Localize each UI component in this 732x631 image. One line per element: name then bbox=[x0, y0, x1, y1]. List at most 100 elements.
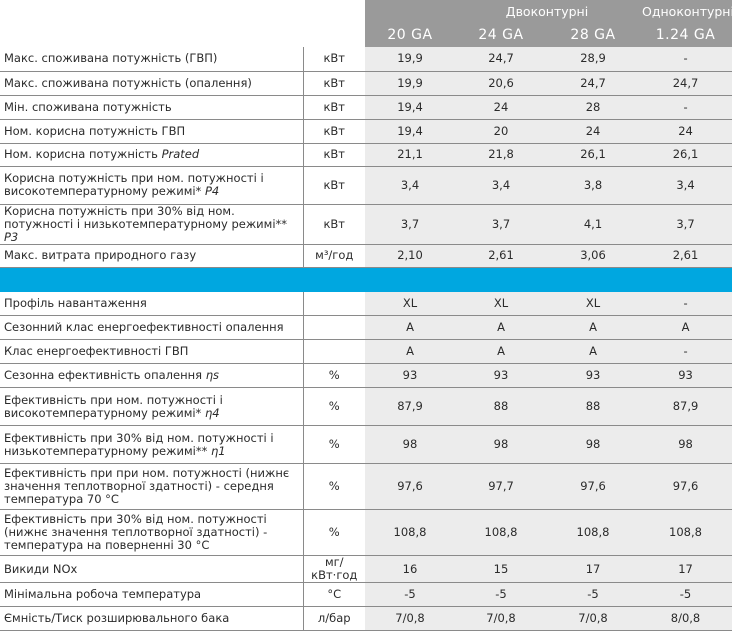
row-value: 26,1 bbox=[547, 143, 640, 167]
table-row: Макс. витрата природного газу м³/год 2,10 2… bbox=[0, 244, 732, 268]
table-row: Корисна потужність при ном. потужності і… bbox=[0, 166, 732, 205]
row-label: Ефективність при при ном. потужності (ни… bbox=[0, 463, 304, 510]
row-label-text: Ефективність при 30% від ном. потужності… bbox=[4, 512, 268, 552]
row-value: 3,8 bbox=[547, 166, 640, 205]
table-row: Ефективність при 30% від ном. потужності… bbox=[0, 425, 732, 464]
row-value: 93 bbox=[547, 363, 640, 388]
row-value: XL bbox=[547, 291, 640, 316]
row-label-symbol: Prated bbox=[161, 147, 200, 161]
row-value: 88 bbox=[547, 387, 640, 426]
row-label-symbol: P3 bbox=[4, 229, 19, 244]
row-value: 28,9 bbox=[547, 47, 640, 72]
row-unit: мг/кВт·год bbox=[303, 555, 365, 583]
row-value: A bbox=[365, 315, 455, 340]
row-label: Викиди NOx bbox=[0, 555, 304, 583]
row-value: 21,8 bbox=[455, 143, 547, 167]
row-label-text: Макс. витрата природного газу bbox=[4, 248, 197, 262]
row-unit: кВт bbox=[303, 95, 365, 120]
row-label-symbol: η1 bbox=[211, 443, 226, 458]
table-row: Ном. корисна потужність Prated кВт 21,1 21,… bbox=[0, 143, 732, 167]
row-value: 7/0,8 bbox=[365, 606, 455, 631]
row-label: Мін. споживана потужність bbox=[0, 95, 304, 120]
row-value: -5 bbox=[639, 582, 732, 607]
table-row: Ефективність при ном. потужності і висок… bbox=[0, 387, 732, 426]
row-value: 24 bbox=[455, 95, 547, 120]
row-value: 19,4 bbox=[365, 119, 455, 144]
row-label-text: Ємність/Тиск розширювального бака bbox=[4, 611, 230, 625]
row-value: - bbox=[639, 47, 732, 72]
row-label: Макс. споживана потужність (опалення) bbox=[0, 71, 304, 96]
model-header: 1.24 GA bbox=[639, 23, 732, 47]
row-value: 97,6 bbox=[639, 463, 732, 510]
row-label-text: Ефективність при при ном. потужності (ни… bbox=[4, 466, 290, 506]
row-value: - bbox=[639, 95, 732, 120]
row-value: 93 bbox=[455, 363, 547, 388]
table-row: Викиди NOx мг/кВт·год 16 15 17 17 bbox=[0, 555, 732, 583]
row-label-text: Ефективність при ном. потужності і висок… bbox=[4, 392, 223, 420]
header-group-row: Двоконтурні Одноконтурні bbox=[0, 0, 732, 23]
row-label: Ном. корисна потужність ГВП bbox=[0, 119, 304, 144]
row-value: 87,9 bbox=[639, 387, 732, 426]
row-value: 24 bbox=[547, 119, 640, 144]
header-group-single: Одноконтурні bbox=[639, 0, 732, 23]
row-label-text: Викиди NOx bbox=[4, 561, 78, 576]
table-row: Мінімальна робоча температура °С -5 -5 -5 -5 bbox=[0, 582, 732, 607]
row-value: 8/0,8 bbox=[639, 606, 732, 631]
row-label-text: Сезонна ефективність опалення bbox=[4, 368, 206, 382]
table-row: Клас енергоефективності ГВП A A A - bbox=[0, 339, 732, 364]
row-unit bbox=[303, 291, 365, 316]
model-header: 28 GA bbox=[547, 23, 640, 47]
row-unit: °С bbox=[303, 582, 365, 607]
table-row: Сезонна ефективність опалення ηs% 93 93 93 9… bbox=[0, 363, 732, 388]
row-label: Макс. витрата природного газу bbox=[0, 244, 304, 268]
row-value: -5 bbox=[455, 582, 547, 607]
row-label: Ефективність при 30% від ном. потужності… bbox=[0, 425, 304, 464]
row-value: 19,9 bbox=[365, 71, 455, 96]
row-value: -5 bbox=[365, 582, 455, 607]
separator-bar bbox=[0, 267, 732, 292]
row-value: 97,6 bbox=[547, 463, 640, 510]
row-unit: м³/год bbox=[303, 244, 365, 268]
row-value: 15 bbox=[455, 555, 547, 583]
row-label-text: Профіль навантаження bbox=[4, 295, 147, 310]
model-header: 20 GA bbox=[365, 23, 455, 47]
row-value: 3,4 bbox=[455, 166, 547, 205]
row-value: 2,61 bbox=[455, 244, 547, 268]
row-value: 98 bbox=[365, 425, 455, 464]
row-label: Корисна потужність при ном. потужності і… bbox=[0, 166, 304, 205]
header-model-row: 20 GA 24 GA 28 GA 1.24 GA bbox=[0, 23, 732, 47]
row-label: Ном. корисна потужність Prated bbox=[0, 143, 304, 167]
row-value: A bbox=[639, 315, 732, 340]
row-value: XL bbox=[365, 291, 455, 316]
table-row: Макс. споживана потужність (ГВП) кВт 19,9 2… bbox=[0, 47, 732, 72]
row-value: - bbox=[639, 339, 732, 364]
row-value: 97,6 bbox=[365, 463, 455, 510]
row-label: Клас енергоефективності ГВП bbox=[0, 339, 304, 364]
row-unit: % bbox=[303, 463, 365, 510]
table-row: Корисна потужність при 30% від ном. поту… bbox=[0, 204, 732, 245]
row-value: 2,10 bbox=[365, 244, 455, 268]
row-unit: % bbox=[303, 509, 365, 556]
row-unit: % bbox=[303, 425, 365, 464]
row-value: 20 bbox=[455, 119, 547, 144]
row-label-symbol: η4 bbox=[204, 405, 220, 420]
row-value: 93 bbox=[365, 363, 455, 388]
row-value: 7/0,8 bbox=[455, 606, 547, 631]
row-value: 26,1 bbox=[639, 143, 732, 167]
row-label-text: Макс. споживана потужність (опалення) bbox=[4, 75, 252, 90]
row-value: - bbox=[639, 291, 732, 316]
row-label-text: Мінімальна робоча температура bbox=[4, 587, 202, 601]
row-unit: кВт bbox=[303, 71, 365, 96]
header-group-spacer bbox=[365, 0, 455, 23]
row-unit: % bbox=[303, 363, 365, 388]
row-label: Профіль навантаження bbox=[0, 291, 304, 316]
row-label-text: Ефективність при 30% від ном. потужності… bbox=[4, 430, 274, 458]
row-value: 108,8 bbox=[639, 509, 732, 556]
table-row: Сезонний клас енергоефективності опаленн… bbox=[0, 315, 732, 340]
table-row: Ємність/Тиск розширювального бака л/бар 7/… bbox=[0, 606, 732, 631]
row-value: 21,1 bbox=[365, 143, 455, 167]
row-value: 24,7 bbox=[639, 71, 732, 96]
row-value: 4,1 bbox=[547, 204, 640, 245]
row-label-text: Макс. споживана потужність (ГВП) bbox=[4, 51, 218, 66]
row-label: Ефективність при ном. потужності і висок… bbox=[0, 387, 304, 426]
